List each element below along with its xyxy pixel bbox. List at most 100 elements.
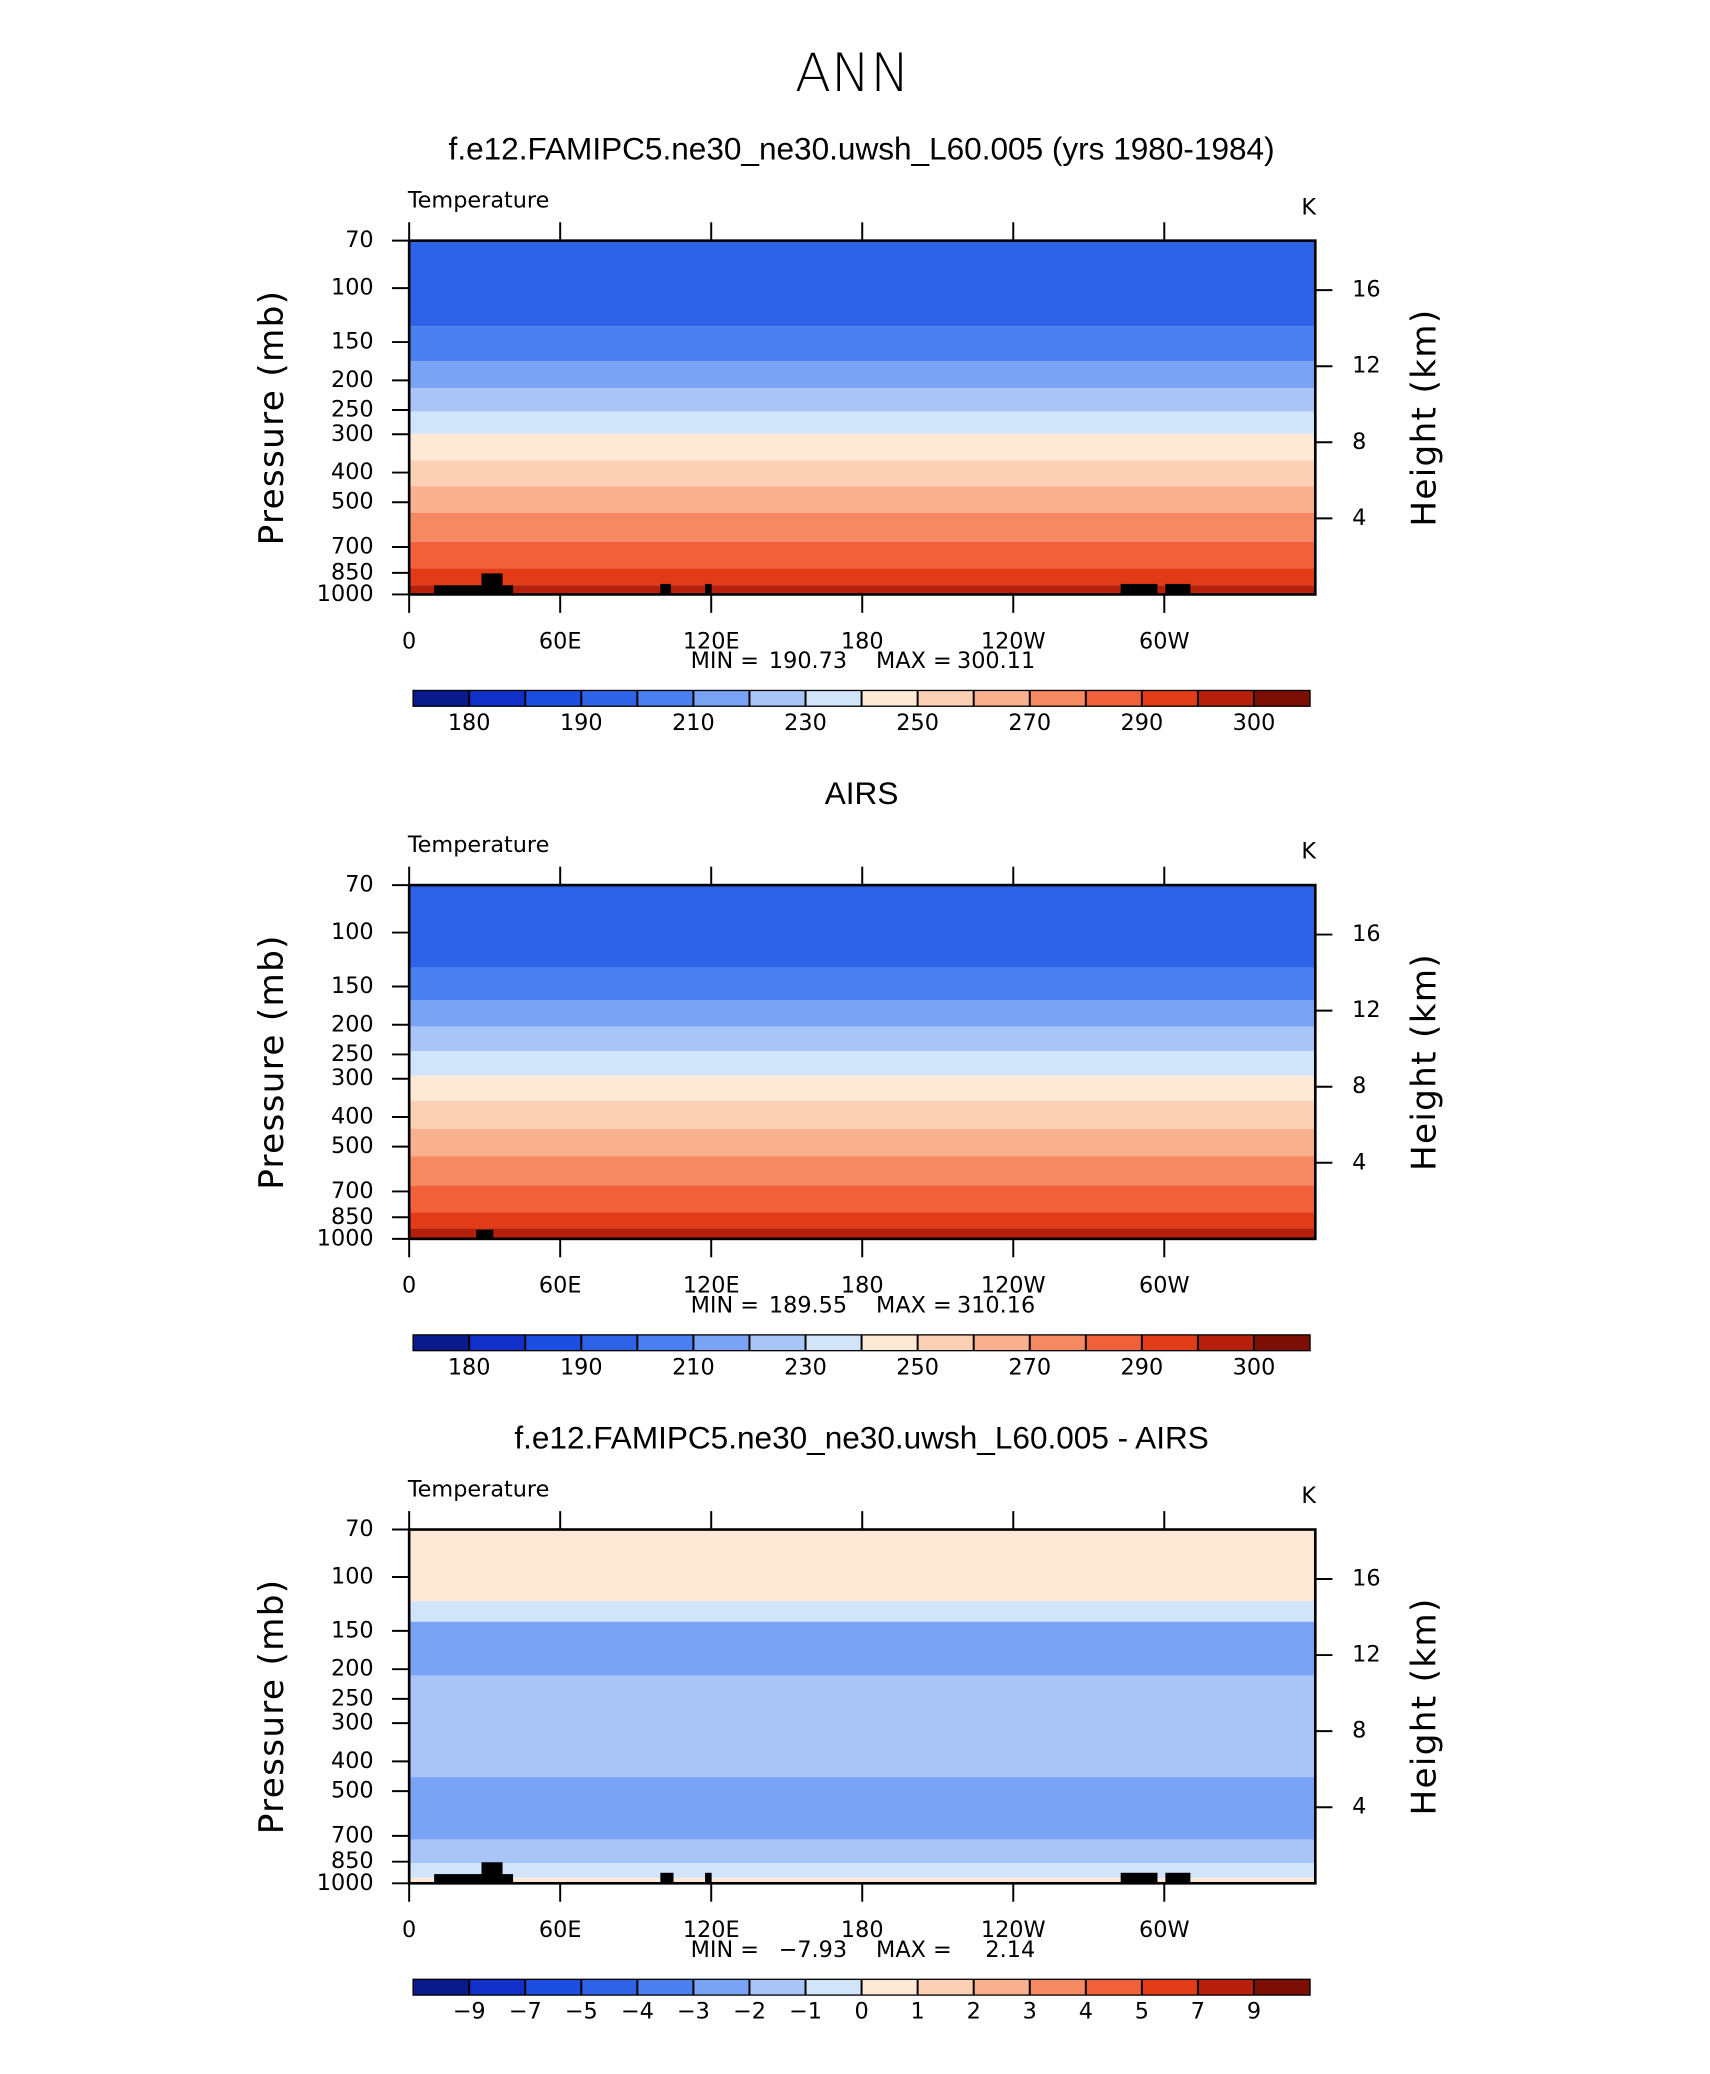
y-tick-label: 850 xyxy=(331,1848,374,1874)
colorbar-box xyxy=(749,1979,806,1996)
contour-band xyxy=(409,1777,1316,1840)
colorbar-label: 270 xyxy=(1008,1354,1051,1380)
colorbar-label: 1 xyxy=(911,1999,925,2025)
colorbar-box xyxy=(805,690,862,707)
colorbar-box xyxy=(469,1979,526,1996)
min-label: MIN = xyxy=(691,648,759,674)
min-value: 190.73 xyxy=(769,648,847,674)
y2-tick-label: 16 xyxy=(1352,921,1380,947)
contour-band xyxy=(409,1026,1316,1052)
y2-axis-label: Height (km) xyxy=(1404,308,1444,526)
y-tick-label: 500 xyxy=(331,1133,374,1159)
colorbar-box xyxy=(917,1979,974,1996)
colorbar-label: 180 xyxy=(448,1354,491,1380)
colorbar-label: 250 xyxy=(896,710,939,736)
y-tick-label: 200 xyxy=(331,1656,374,1682)
colorbar-box xyxy=(1141,1334,1198,1351)
y-tick-label: 700 xyxy=(331,1822,374,1848)
colorbar-label: 230 xyxy=(784,710,827,736)
colorbar-box xyxy=(805,1979,862,1996)
panel-title: AIRS xyxy=(825,775,899,811)
colorbar-label: 190 xyxy=(560,710,603,736)
x-tick-label: 60E xyxy=(539,628,582,654)
contour-band xyxy=(409,1839,1316,1864)
y2-tick-label: 12 xyxy=(1352,1642,1380,1668)
panel-title: f.e12.FAMIPC5.ne30_ne30.uwsh_L60.005 - A… xyxy=(514,1419,1209,1455)
y-tick-label: 1000 xyxy=(317,1225,374,1251)
panel-title: f.e12.FAMIPC5.ne30_ne30.uwsh_L60.005 (yr… xyxy=(449,131,1275,167)
colorbar-label: 300 xyxy=(1233,710,1276,736)
colorbar-box xyxy=(637,690,694,707)
colorbar-label: 300 xyxy=(1233,1354,1276,1380)
colorbar-box xyxy=(749,1334,806,1351)
colorbar-box xyxy=(749,690,806,707)
colorbar-label: 180 xyxy=(448,710,491,736)
max-value: 300.11 xyxy=(957,648,1035,674)
y-tick-label: 150 xyxy=(331,973,374,999)
x-tick-label: 60W xyxy=(1139,1273,1190,1299)
contour-band xyxy=(409,1228,1316,1239)
land-mask xyxy=(481,573,503,595)
y2-axis-label: Height (km) xyxy=(1404,1597,1444,1815)
colorbar-box xyxy=(1253,1979,1311,1996)
colorbar-box xyxy=(693,690,750,707)
colorbar-label: 5 xyxy=(1135,1999,1149,2025)
colorbar-box xyxy=(1029,1334,1086,1351)
colorbar-label: 2 xyxy=(967,1999,981,2025)
y-tick-label: 150 xyxy=(331,1617,374,1643)
contour-band xyxy=(409,999,1316,1027)
land-mask xyxy=(434,1874,514,1884)
y2-tick-label: 8 xyxy=(1352,1073,1366,1099)
contour-band xyxy=(409,1156,1316,1186)
colorbar-box xyxy=(469,690,526,707)
colorbar-box xyxy=(1197,690,1254,707)
y2-tick-label: 4 xyxy=(1352,505,1366,531)
colorbar-box xyxy=(1197,1979,1254,1996)
colorbar-box xyxy=(1253,690,1311,707)
min-value: −7.93 xyxy=(779,1937,847,1963)
colorbar-box xyxy=(1085,690,1142,707)
colorbar-box xyxy=(805,1334,862,1351)
y-tick-label: 400 xyxy=(331,1748,374,1774)
min-value: 189.55 xyxy=(769,1292,847,1318)
colorbar-label: 7 xyxy=(1191,1999,1205,2025)
contour-band xyxy=(409,1675,1316,1778)
land-mask xyxy=(434,585,514,595)
land-mask xyxy=(476,1229,494,1239)
max-label: MAX = xyxy=(876,1292,952,1318)
colorbar-label: 3 xyxy=(1023,1999,1037,2025)
colorbar-label: −7 xyxy=(509,1999,542,2025)
contour-band xyxy=(409,585,1316,595)
colorbar-box xyxy=(1141,1979,1198,1996)
contour-band xyxy=(409,388,1316,412)
colorbar-label: 290 xyxy=(1121,710,1164,736)
colorbar-label: 190 xyxy=(560,1354,603,1380)
x-tick-label: 0 xyxy=(402,1917,416,1943)
contour-band xyxy=(409,1877,1316,1884)
y2-tick-label: 16 xyxy=(1352,277,1380,303)
x-tick-label: 120E xyxy=(683,628,740,654)
contour-band xyxy=(409,361,1316,389)
colorbar-box xyxy=(581,1334,638,1351)
y-axis-label: Pressure (mb) xyxy=(252,1579,292,1835)
colorbar-label: 0 xyxy=(854,1999,868,2025)
x-tick-label: 60W xyxy=(1139,628,1190,654)
colorbar-box xyxy=(973,1979,1030,1996)
x-tick-label: 120W xyxy=(981,1917,1046,1943)
y-tick-label: 400 xyxy=(331,1103,374,1129)
colorbar-box xyxy=(525,1334,582,1351)
y-axis-label: Pressure (mb) xyxy=(252,290,292,546)
units: K xyxy=(1301,839,1317,865)
y2-axis-label: Height (km) xyxy=(1404,953,1444,1171)
y-tick-label: 700 xyxy=(331,533,374,559)
colorbar-label: −5 xyxy=(565,1999,598,2025)
colorbar-box xyxy=(1085,1334,1142,1351)
colorbar-box xyxy=(1029,1979,1086,1996)
colorbar-label: −2 xyxy=(733,1999,766,2025)
land-mask xyxy=(705,1872,712,1884)
contour-band xyxy=(409,1601,1316,1622)
x-tick-label: 180 xyxy=(841,628,884,654)
y-tick-label: 100 xyxy=(331,1563,374,1589)
max-label: MAX = xyxy=(876,1937,952,1963)
land-mask xyxy=(1120,1872,1158,1884)
